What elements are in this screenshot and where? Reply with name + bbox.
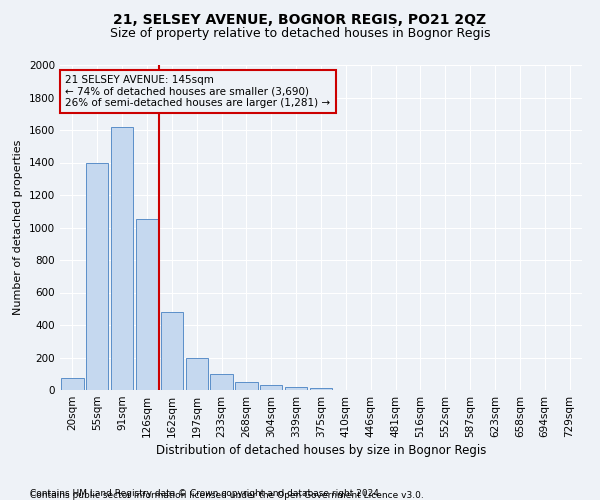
- Text: 21 SELSEY AVENUE: 145sqm
← 74% of detached houses are smaller (3,690)
26% of sem: 21 SELSEY AVENUE: 145sqm ← 74% of detach…: [65, 74, 331, 108]
- Bar: [260, 385, 283, 390]
- Text: Size of property relative to detached houses in Bognor Regis: Size of property relative to detached ho…: [110, 28, 490, 40]
- Bar: [235, 382, 257, 390]
- Bar: [161, 312, 183, 390]
- Bar: [86, 162, 109, 390]
- Bar: [310, 388, 332, 390]
- Bar: [136, 220, 158, 390]
- Text: Contains HM Land Registry data © Crown copyright and database right 2024.: Contains HM Land Registry data © Crown c…: [30, 488, 382, 498]
- Bar: [185, 358, 208, 390]
- Bar: [211, 374, 233, 390]
- Text: 21, SELSEY AVENUE, BOGNOR REGIS, PO21 2QZ: 21, SELSEY AVENUE, BOGNOR REGIS, PO21 2Q…: [113, 12, 487, 26]
- Bar: [285, 387, 307, 390]
- Bar: [61, 378, 83, 390]
- Y-axis label: Number of detached properties: Number of detached properties: [13, 140, 23, 315]
- X-axis label: Distribution of detached houses by size in Bognor Regis: Distribution of detached houses by size …: [156, 444, 486, 457]
- Text: Contains public sector information licensed under the Open Government Licence v3: Contains public sector information licen…: [30, 491, 424, 500]
- Bar: [111, 126, 133, 390]
